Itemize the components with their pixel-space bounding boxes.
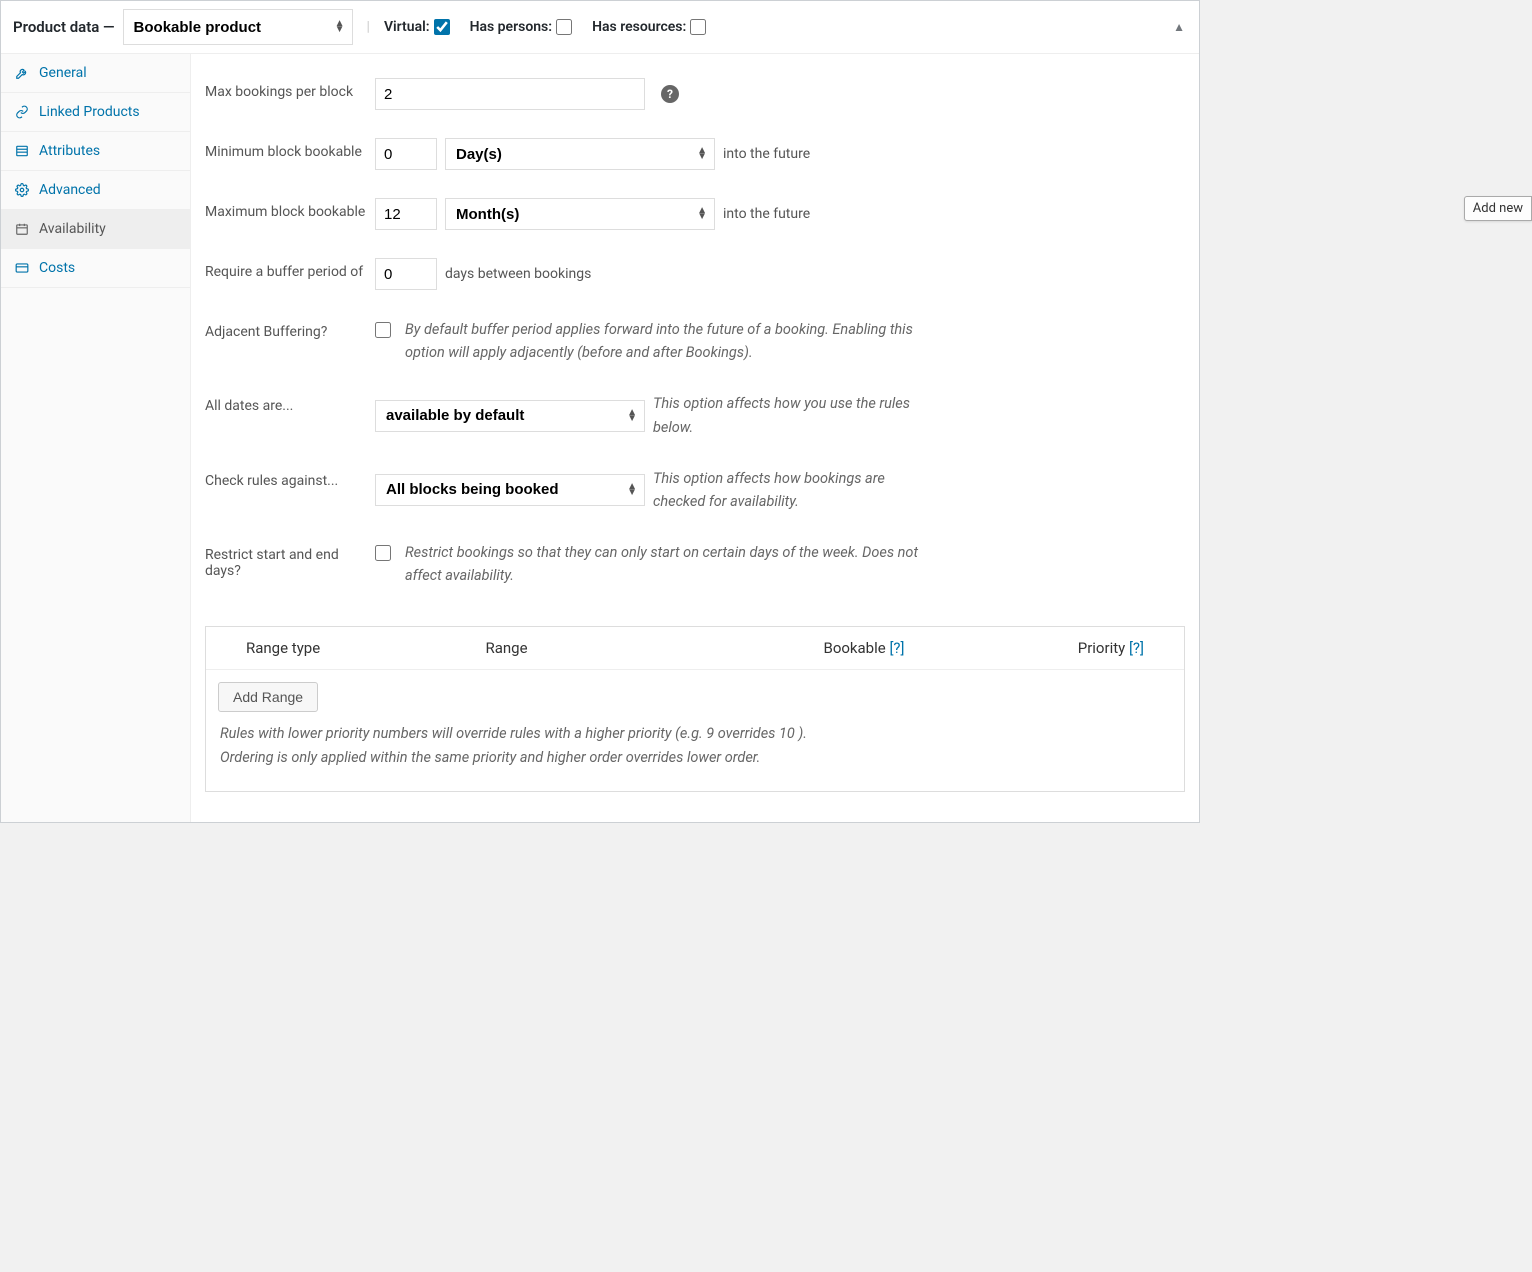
sidebar-item-label: General xyxy=(39,65,87,81)
table-header: Range type Range Bookable [?] Priority [… xyxy=(206,627,1184,670)
virtual-checkbox-group: Virtual: xyxy=(384,19,450,35)
buffer-label: Require a buffer period of xyxy=(205,258,375,280)
buffer-input[interactable] xyxy=(375,258,437,290)
max-block-input[interactable] xyxy=(375,198,437,230)
resources-label: Has resources: xyxy=(592,19,686,35)
sidebar-item-attributes[interactable]: Attributes xyxy=(1,132,190,171)
persons-label: Has persons: xyxy=(470,19,553,35)
sidebar-item-label: Linked Products xyxy=(39,104,140,120)
divider: | xyxy=(367,19,370,35)
panel-header: Product data — Bookable product ▲▼ | Vir… xyxy=(1,1,1199,54)
sidebar-item-label: Advanced xyxy=(39,182,101,198)
field-min-block: Minimum block bookable Day(s) ▲▼ into th… xyxy=(205,128,1185,188)
max-bookings-input[interactable] xyxy=(375,78,645,110)
sidebar: General Linked Products Attributes Advan… xyxy=(1,54,191,822)
field-adjacent: Adjacent Buffering? By default buffer pe… xyxy=(205,308,1185,382)
adjacent-desc: By default buffer period applies forward… xyxy=(405,318,925,364)
max-block-unit-select[interactable]: Month(s) xyxy=(445,198,715,230)
sidebar-item-costs[interactable]: Costs xyxy=(1,249,190,288)
sidebar-item-advanced[interactable]: Advanced xyxy=(1,171,190,210)
resources-checkbox-group: Has resources: xyxy=(592,19,706,35)
table-body: Add Range Rules with lower priority numb… xyxy=(206,670,1184,791)
sidebar-item-availability[interactable]: Availability xyxy=(1,210,190,249)
min-block-input[interactable] xyxy=(375,138,437,170)
virtual-label: Virtual: xyxy=(384,19,430,35)
persons-checkbox-group: Has persons: xyxy=(470,19,573,35)
field-check-rules: Check rules against... All blocks being … xyxy=(205,457,1185,531)
priority-help-link[interactable]: [?] xyxy=(1129,639,1144,657)
sidebar-item-label: Attributes xyxy=(39,143,100,159)
gear-icon xyxy=(13,183,31,197)
add-range-button[interactable]: Add Range xyxy=(218,682,318,712)
check-rules-desc: This option affects how bookings are che… xyxy=(653,467,923,513)
restrict-checkbox[interactable] xyxy=(375,545,391,561)
link-icon xyxy=(13,105,31,119)
calendar-icon xyxy=(13,222,31,236)
bookable-help-link[interactable]: [?] xyxy=(889,639,904,657)
min-block-suffix: into the future xyxy=(723,146,810,162)
sidebar-item-linked[interactable]: Linked Products xyxy=(1,93,190,132)
product-data-panel: Product data — Bookable product ▲▼ | Vir… xyxy=(0,0,1200,823)
adjacent-checkbox[interactable] xyxy=(375,322,391,338)
sidebar-item-general[interactable]: General xyxy=(1,54,190,93)
sidebar-item-label: Costs xyxy=(39,260,75,276)
min-block-unit-select[interactable]: Day(s) xyxy=(445,138,715,170)
panel-body: General Linked Products Attributes Advan… xyxy=(1,54,1199,822)
max-bookings-label: Max bookings per block xyxy=(205,78,375,100)
resources-checkbox[interactable] xyxy=(690,19,706,35)
virtual-checkbox[interactable] xyxy=(434,19,450,35)
max-block-label: Maximum block bookable xyxy=(205,198,375,220)
field-max-block: Maximum block bookable Month(s) ▲▼ into … xyxy=(205,188,1185,248)
buffer-suffix: days between bookings xyxy=(445,266,591,282)
field-max-bookings: Max bookings per block ? xyxy=(205,68,1185,128)
all-dates-select[interactable]: available by default xyxy=(375,400,645,432)
field-all-dates: All dates are... available by default ▲▼… xyxy=(205,382,1185,456)
rules-table: Range type Range Bookable [?] Priority [… xyxy=(205,626,1185,792)
content-area: Max bookings per block ? Minimum block b… xyxy=(191,54,1199,822)
check-rules-label: Check rules against... xyxy=(205,467,375,489)
adjacent-label: Adjacent Buffering? xyxy=(205,318,375,340)
restrict-desc: Restrict bookings so that they can only … xyxy=(405,541,925,587)
help-icon[interactable]: ? xyxy=(661,85,679,103)
sidebar-item-label: Availability xyxy=(39,221,106,237)
header-title: Product data — xyxy=(13,18,115,36)
min-block-label: Minimum block bookable xyxy=(205,138,375,160)
add-new-button[interactable]: Add new xyxy=(1464,196,1532,221)
field-buffer: Require a buffer period of days between … xyxy=(205,248,1185,308)
th-bookable: Bookable [?] xyxy=(695,639,935,657)
max-block-suffix: into the future xyxy=(723,206,810,222)
th-priority: Priority [?] xyxy=(935,639,1175,657)
all-dates-label: All dates are... xyxy=(205,392,375,414)
th-range: Range xyxy=(456,639,696,657)
card-icon xyxy=(13,261,31,275)
restrict-label: Restrict start and end days? xyxy=(205,541,375,579)
persons-checkbox[interactable] xyxy=(556,19,572,35)
all-dates-desc: This option affects how you use the rule… xyxy=(653,392,913,438)
collapse-icon[interactable]: ▲ xyxy=(1173,20,1185,34)
th-range-type: Range type xyxy=(216,639,456,657)
check-rules-select[interactable]: All blocks being booked xyxy=(375,474,645,506)
product-type-select[interactable]: Bookable product xyxy=(123,9,353,45)
product-type-select-wrap: Bookable product ▲▼ xyxy=(123,9,353,45)
table-note: Rules with lower priority numbers will o… xyxy=(218,712,858,779)
list-icon xyxy=(13,144,31,158)
wrench-icon xyxy=(13,66,31,80)
field-restrict: Restrict start and end days? Restrict bo… xyxy=(205,531,1185,605)
